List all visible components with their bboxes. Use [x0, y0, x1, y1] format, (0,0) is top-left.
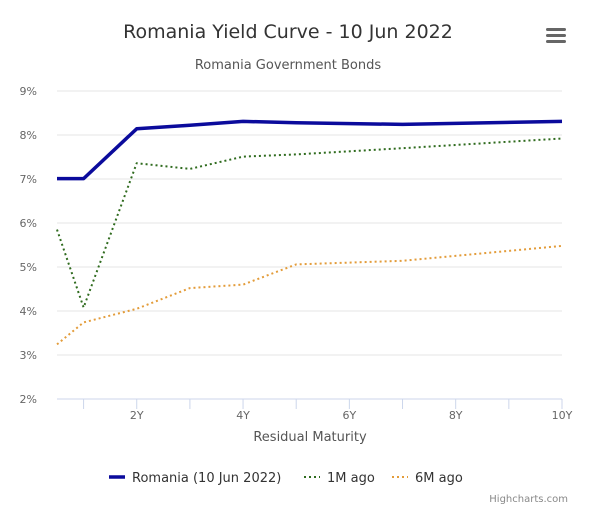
y-tick-label: 5%: [20, 261, 37, 274]
series-line-2: [56, 137, 563, 309]
chart-title: Romania Yield Curve - 10 Jun 2022: [123, 21, 453, 43]
x-tick-label: 8Y: [449, 409, 463, 422]
series-line-3: [56, 244, 563, 346]
legend-item-label[interactable]: 1M ago: [327, 471, 375, 486]
x-axis: 2Y 4Y 6Y 8Y 10Y: [57, 398, 573, 422]
y-tick-label: 9%: [20, 85, 37, 98]
y-tick-label: 6%: [20, 217, 37, 230]
y-tick-label: 4%: [20, 305, 37, 318]
y-axis: 2% 3% 4% 5% 6% 7% 8% 9%: [20, 85, 37, 406]
legend-item-label[interactable]: Romania (10 Jun 2022): [132, 471, 281, 486]
series-line-1: [57, 119, 563, 181]
y-tick-label: 8%: [20, 129, 37, 142]
hamburger-menu-icon[interactable]: [542, 24, 570, 48]
legend: Romania (10 Jun 2022) 1M ago 6M ago: [109, 471, 463, 486]
credits-link[interactable]: Highcharts.com: [489, 494, 568, 505]
x-tick-label: 10Y: [552, 409, 573, 422]
x-axis-title: Residual Maturity: [253, 430, 367, 445]
y-tick-label: 2%: [20, 393, 37, 406]
x-tick-label: 4Y: [236, 409, 250, 422]
grid: [57, 90, 562, 400]
chart-subtitle: Romania Government Bonds: [195, 58, 382, 73]
y-tick-label: 3%: [20, 349, 37, 362]
plot-area: [56, 119, 563, 346]
x-tick-label: 6Y: [343, 409, 357, 422]
y-tick-label: 7%: [20, 173, 37, 186]
x-tick-label: 2Y: [130, 409, 144, 422]
legend-item-label[interactable]: 6M ago: [415, 471, 463, 486]
